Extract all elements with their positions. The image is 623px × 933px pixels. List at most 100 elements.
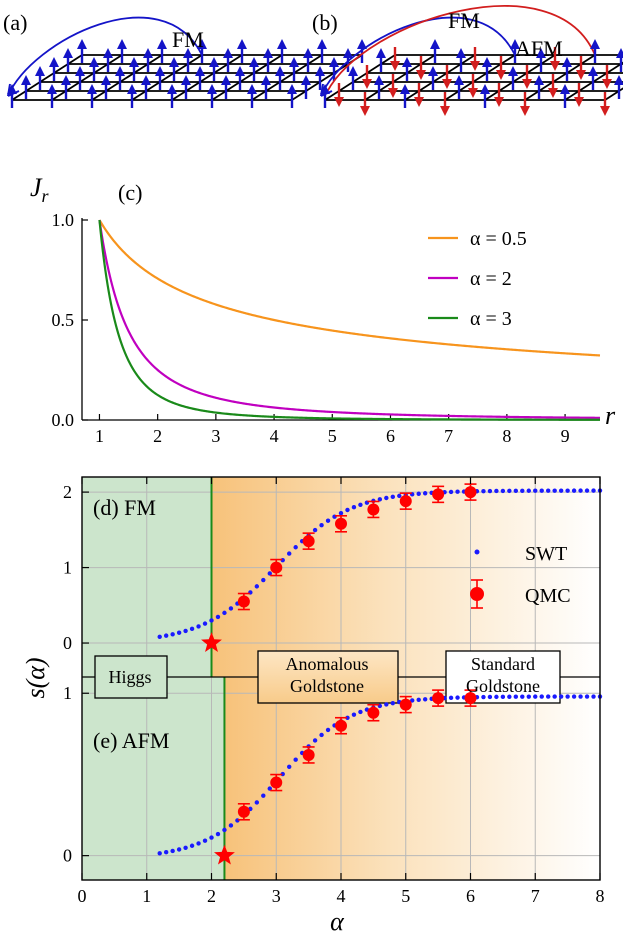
swt-point-afm — [481, 694, 486, 700]
swt-point-afm — [202, 838, 208, 843]
qmc-point-fm — [367, 503, 380, 516]
lattice-column-line — [444, 54, 516, 101]
spin-up-head — [400, 84, 410, 94]
spin-down-head — [442, 79, 452, 89]
swt-point-afm — [312, 738, 318, 743]
spin-down-head — [602, 79, 612, 89]
phase-anomalous-label-line1: Anomalous — [286, 654, 369, 674]
spin-up-head — [456, 48, 466, 58]
swt-point-afm — [189, 843, 195, 848]
phase-higgs-box — [94, 655, 168, 699]
panel-de-x-tick-label: 8 — [596, 886, 605, 906]
panel-c-y-tick-label: 1.0 — [52, 210, 75, 230]
swt-point-afm — [228, 823, 234, 828]
swt-point-afm — [448, 695, 454, 701]
panel-d-y-tick-label: 2 — [63, 482, 72, 502]
spin-up-head — [129, 57, 139, 67]
spin-down-head — [362, 79, 372, 89]
spin-up-head — [47, 84, 57, 94]
lattice-column-line — [324, 54, 396, 101]
spin-up-head — [348, 66, 358, 76]
swt-point-fm — [261, 577, 266, 583]
spin-up-head — [562, 57, 572, 67]
spin-up-head — [7, 84, 17, 94]
swt-point-afm — [513, 694, 519, 699]
spin-up-head — [402, 57, 412, 67]
qmc-point-afm — [302, 748, 315, 761]
spin-up-head — [320, 84, 330, 94]
critical-point-star-fm — [201, 632, 222, 652]
spin-up-head — [197, 39, 207, 49]
spin-up-head — [588, 66, 598, 76]
qmc-point-fm — [335, 517, 347, 530]
spin-up-head — [61, 75, 71, 85]
swt-point-afm — [287, 764, 292, 769]
panel-b-afm-text: AFM — [515, 36, 563, 61]
swt-point-afm — [325, 727, 331, 733]
spin-up-head — [207, 84, 217, 94]
panel-a-fm-text: FM — [172, 27, 204, 52]
panel-c-legend-label: α = 0.5 — [470, 228, 527, 250]
spin-down-head — [470, 61, 480, 71]
spin-up-head — [536, 48, 546, 58]
swt-point-fm — [325, 518, 331, 523]
panel-c-legend-label: α = 3 — [470, 308, 512, 330]
swt-point-afm — [170, 848, 175, 854]
panel-de-x-tick-label: 5 — [401, 886, 410, 906]
swt-point-fm — [163, 633, 169, 638]
swt-point-fm — [455, 489, 460, 494]
panel-b-fm-text: FM — [448, 8, 480, 33]
qmc-point-fm — [237, 595, 250, 608]
spin-down-head — [494, 97, 504, 107]
lattice-column-line — [211, 54, 283, 101]
spin-up-head — [101, 75, 111, 85]
spin-up-head — [35, 66, 45, 76]
swt-point-fm — [222, 610, 227, 616]
swt-point-fm — [254, 584, 260, 589]
spin-up-head — [454, 75, 464, 85]
panel-de-x-tick-label: 4 — [337, 886, 346, 906]
spin-up-head — [127, 84, 137, 94]
spin-up-head — [209, 57, 219, 67]
spin-down-head — [468, 88, 478, 98]
qmc-point-afm — [432, 692, 445, 705]
phase-standard-box — [445, 650, 561, 704]
swt-point-afm — [254, 800, 260, 805]
swt-point-fm — [533, 488, 538, 493]
lattice-column-line — [364, 54, 436, 101]
spin-up-head — [357, 39, 367, 49]
legend-qmc-marker — [470, 587, 484, 601]
swt-point-afm — [422, 697, 428, 702]
swt-point-afm — [494, 694, 499, 700]
swt-point-afm — [384, 702, 389, 707]
swt-point-fm — [189, 626, 195, 632]
swt-point-fm — [390, 494, 395, 500]
qmc-point-fm — [432, 488, 445, 501]
swt-point-afm — [565, 694, 570, 699]
panel-c-x-tick-label: 7 — [444, 426, 453, 446]
lattice-column-line — [484, 54, 556, 101]
spin-up-head — [263, 48, 273, 58]
qmc-point-afm — [464, 692, 477, 705]
swt-point-fm — [494, 488, 499, 494]
panel-de-x-tick-label: 2 — [207, 886, 216, 906]
phase-anomalous-label-line2: Goldstone — [290, 676, 364, 696]
panel-de-y-axis-label: s(α) — [21, 657, 50, 698]
panel-d-label: (d) FM — [93, 495, 156, 520]
swt-point-afm — [584, 694, 590, 699]
spin-up-head — [289, 57, 299, 67]
spin-up-head — [143, 48, 153, 58]
swt-point-afm — [546, 694, 551, 699]
swt-point-fm — [202, 621, 208, 626]
spin-up-head — [614, 75, 623, 85]
swt-point-fm — [183, 628, 188, 634]
panel-d-y-tick-label: 1 — [63, 558, 72, 578]
spin-up-head — [141, 75, 151, 85]
swt-point-fm — [157, 634, 162, 639]
panel-de-x-tick-label: 0 — [78, 886, 87, 906]
spin-up-head — [510, 39, 520, 49]
panel-c-x-tick-label: 5 — [328, 426, 337, 446]
swt-point-fm — [384, 495, 389, 501]
swt-point-fm — [591, 488, 596, 493]
